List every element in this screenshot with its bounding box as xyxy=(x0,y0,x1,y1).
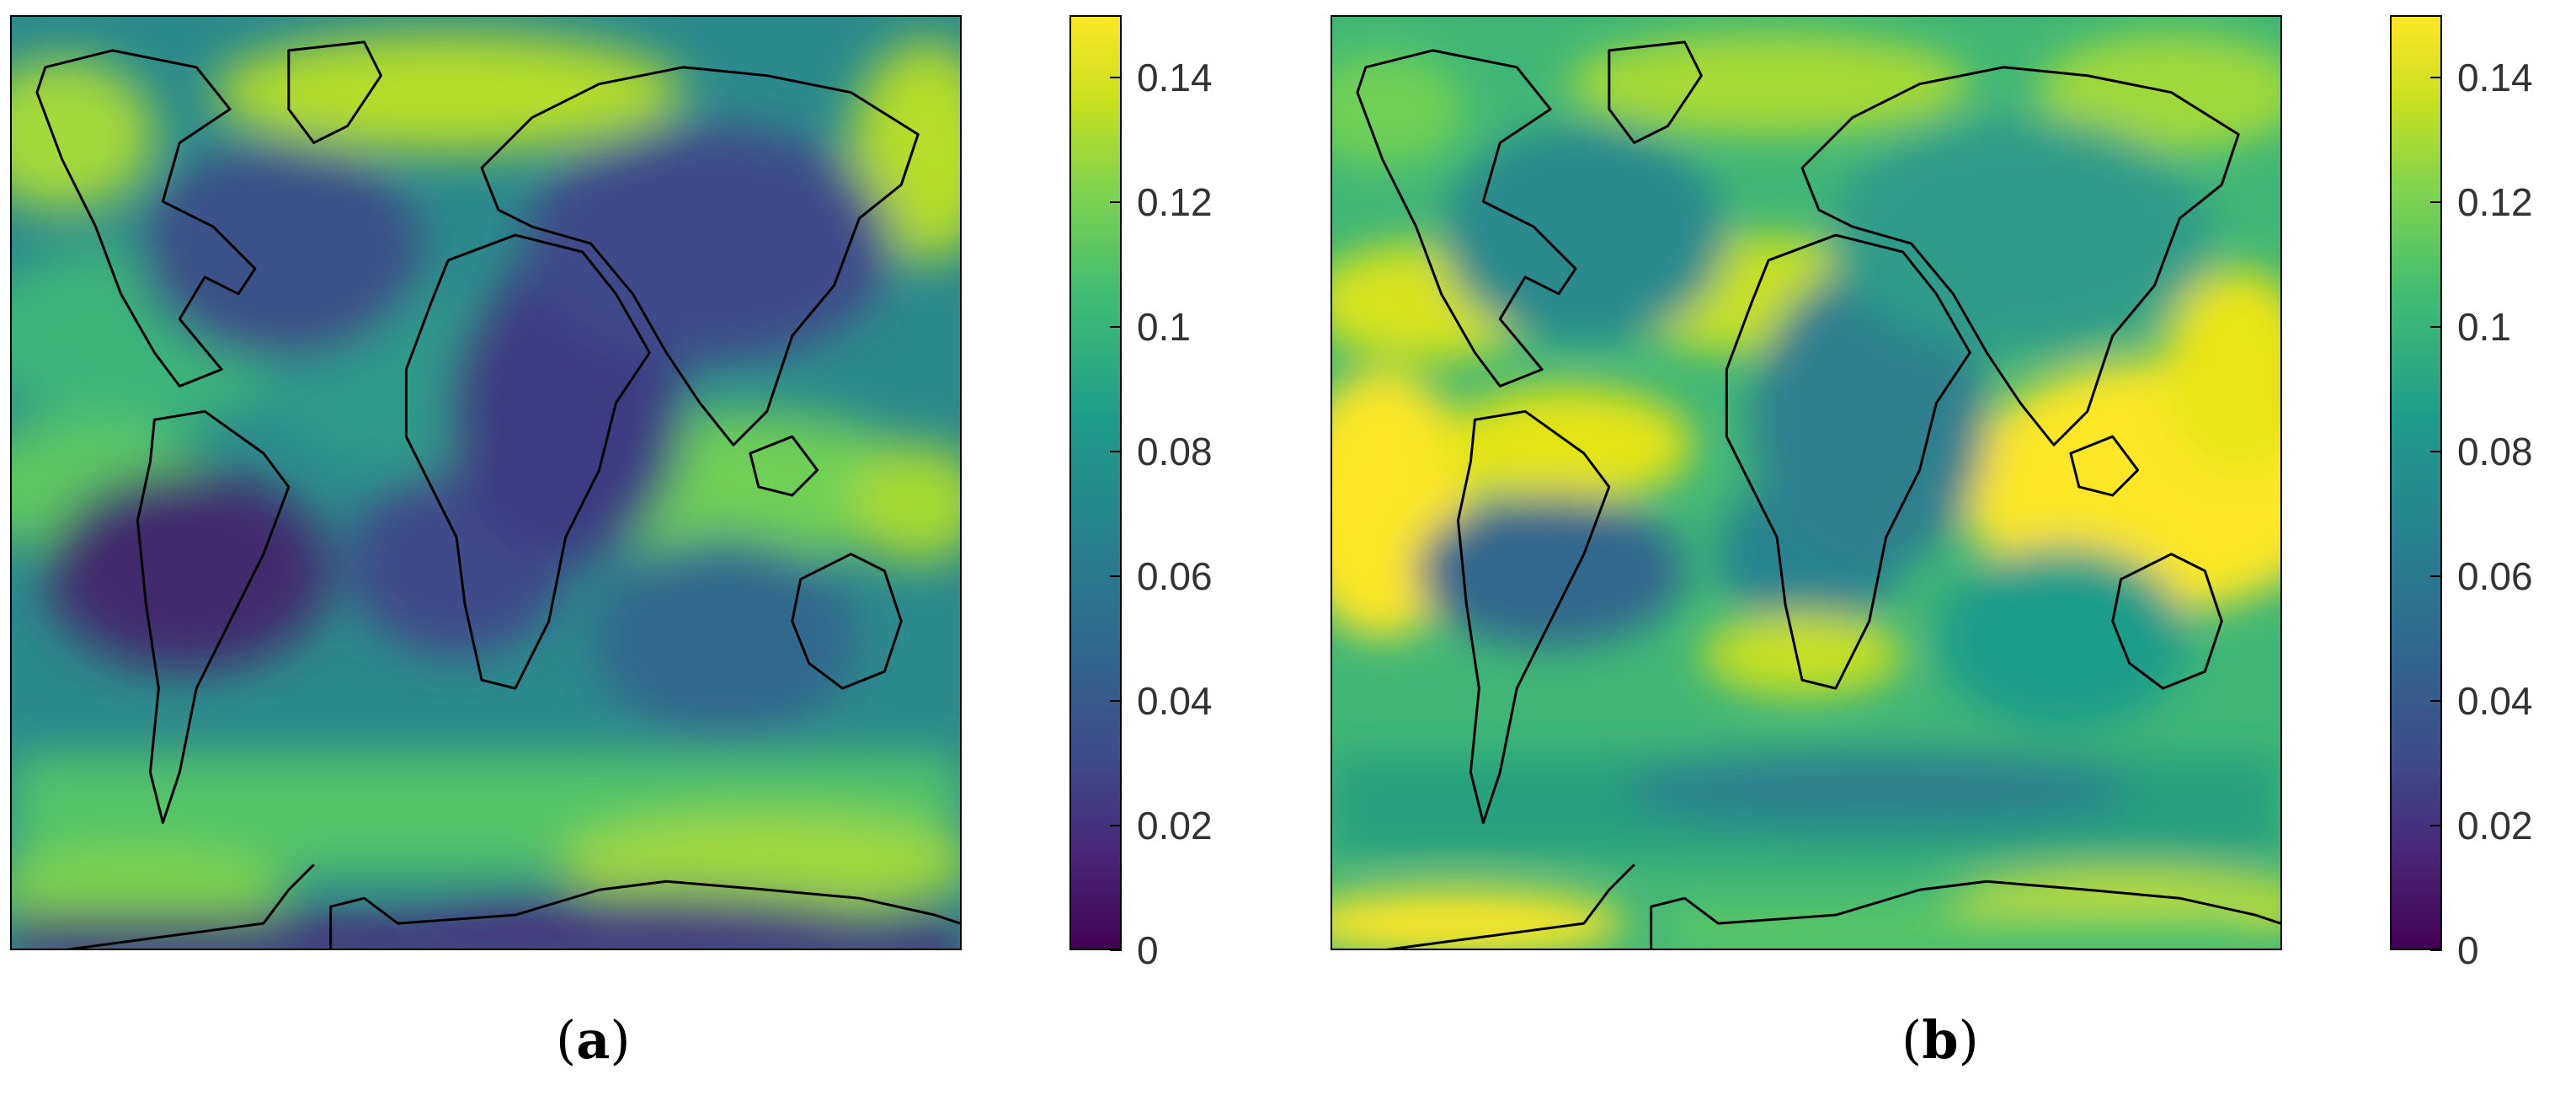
map-svg-a xyxy=(12,17,960,949)
coastlines-b xyxy=(1356,40,2280,949)
map-svg-b xyxy=(1332,17,2280,949)
colorbar-tick-label: 0.04 xyxy=(1137,679,1213,723)
heatmap-map-a xyxy=(10,15,962,950)
panel-caption-b: (b) xyxy=(1901,1009,1979,1071)
colorbar-tick-label: 0.08 xyxy=(2457,430,2533,473)
field-a xyxy=(12,33,960,949)
colorbar-b: 0 0.02 0.04 0.06 0.08 0.1 0.12 0.14 xyxy=(2390,15,2576,972)
colorbar-tick-label: 0 xyxy=(2457,928,2479,972)
colorbar-tick-label: 0.1 xyxy=(2457,305,2511,349)
panel-b: 0 0.02 0.04 0.06 0.08 0.1 0.12 0.14 (b) xyxy=(1320,0,2576,1096)
colorbar-gradient-b xyxy=(2390,15,2442,950)
colorbar-tick-label: 0.04 xyxy=(2457,679,2533,723)
colorbar-tick-label: 0.06 xyxy=(2457,554,2533,598)
heatmap-map-b xyxy=(1331,15,2282,950)
caption-letter: b xyxy=(1922,1009,1959,1071)
colorbar-tick-label: 0.1 xyxy=(1137,305,1191,349)
colorbar-tick-label: 0.06 xyxy=(1137,554,1213,598)
colorbar-tick-label: 0.08 xyxy=(1137,430,1213,473)
panel-a: 0 0.02 0.04 0.06 0.08 0.1 0.12 0.14 (a) xyxy=(10,15,1297,1071)
colorbar-tick-label: 0.12 xyxy=(2457,180,2533,224)
colorbar-tick-label: 0.14 xyxy=(1137,56,1213,99)
colorbar-a: 0 0.02 0.04 0.06 0.08 0.1 0.12 0.14 xyxy=(1069,15,1297,972)
colorbar-gradient-a xyxy=(1069,15,1122,950)
colorbar-tick-label: 0.02 xyxy=(2457,804,2533,847)
coastlines-a xyxy=(35,40,960,949)
colorbar-tick-label: 0 xyxy=(1137,928,1159,972)
colorbar-tick-label: 0.12 xyxy=(1137,180,1213,224)
field-b xyxy=(1332,33,2280,949)
caption-letter: a xyxy=(576,1009,611,1071)
panel-caption-a: (a) xyxy=(556,1009,631,1071)
colorbar-tick-label: 0.14 xyxy=(2457,56,2533,99)
colorbar-tick-label: 0.02 xyxy=(1137,804,1213,847)
